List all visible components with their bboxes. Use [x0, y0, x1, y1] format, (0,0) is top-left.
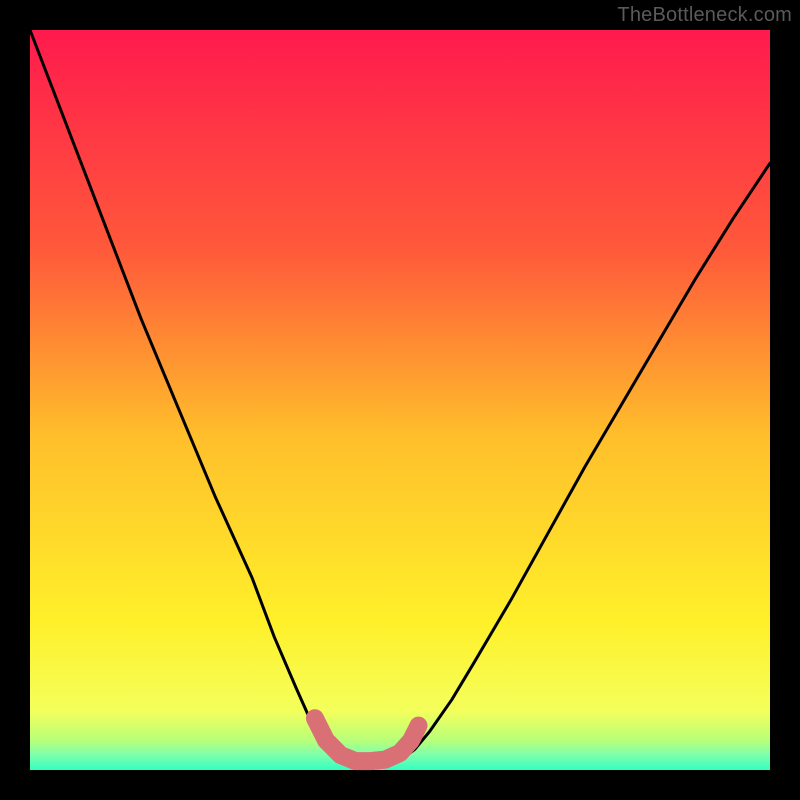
chart-plot-area [30, 30, 770, 770]
watermark-text: TheBottleneck.com [617, 4, 792, 27]
